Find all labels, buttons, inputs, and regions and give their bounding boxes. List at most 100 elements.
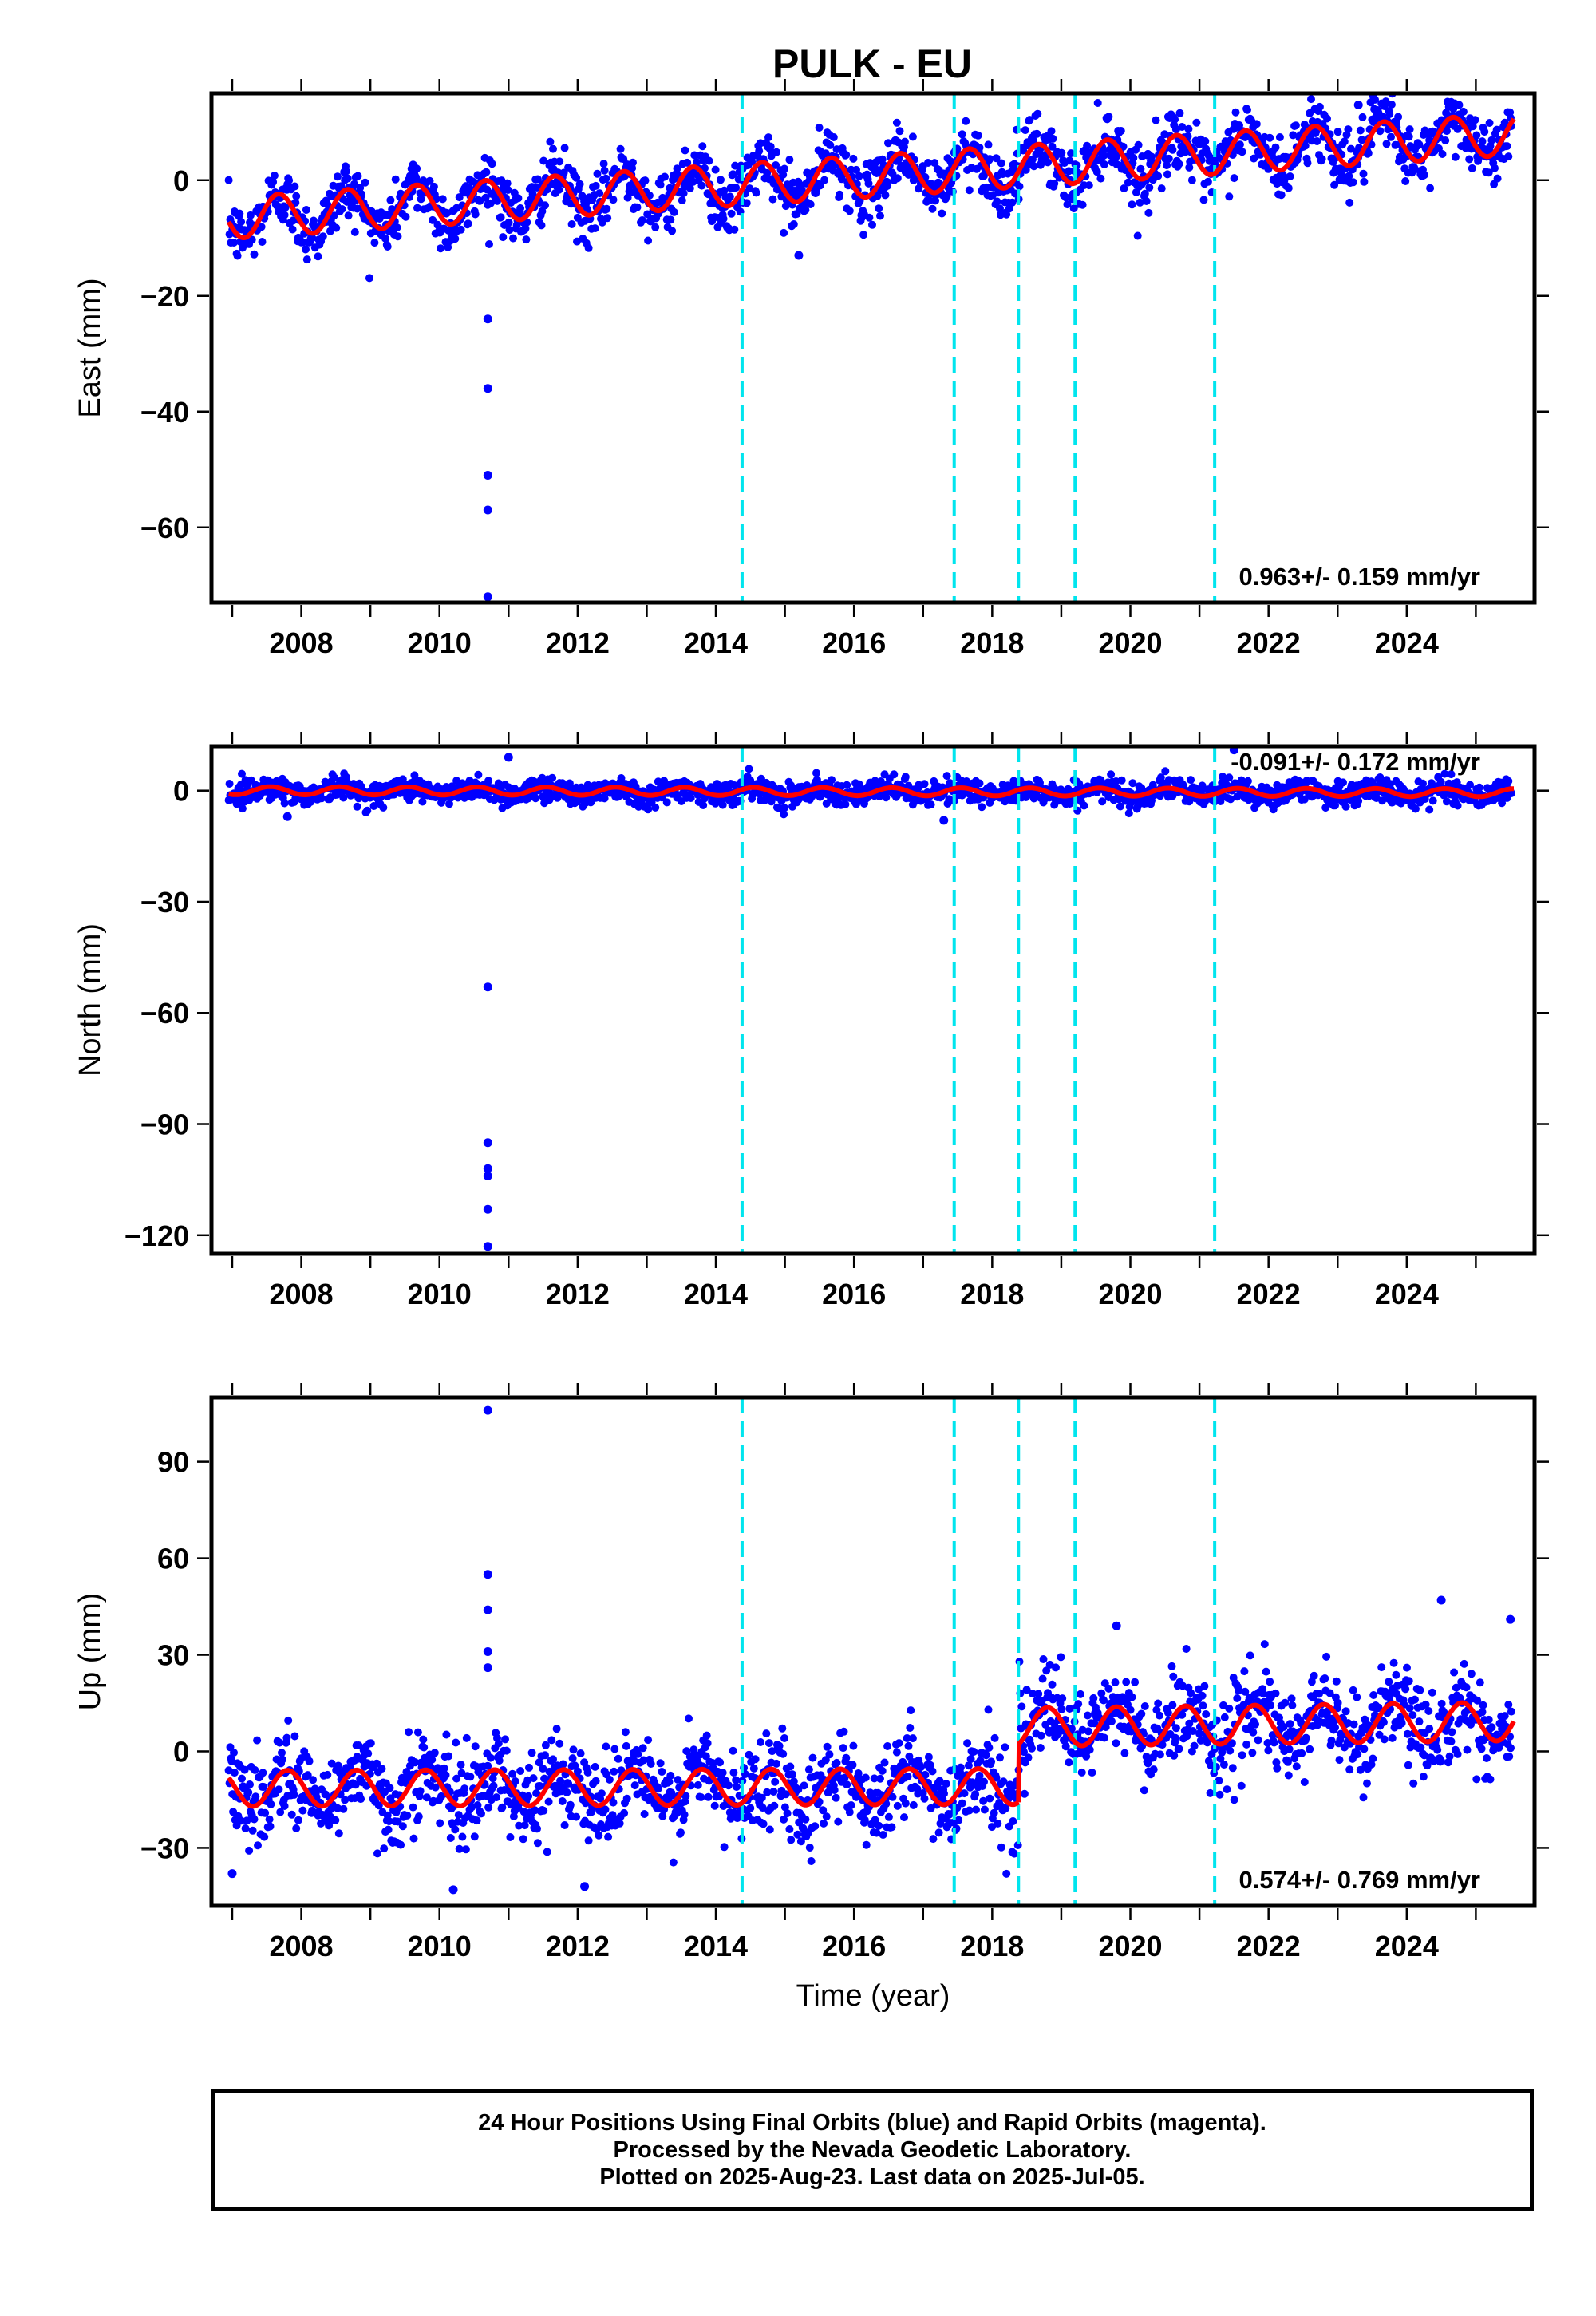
data-point	[876, 1774, 884, 1783]
data-point	[822, 1812, 831, 1821]
data-point	[908, 1734, 917, 1743]
data-point	[496, 213, 505, 222]
data-point	[690, 151, 699, 160]
data-point	[1104, 1684, 1113, 1693]
data-point	[1333, 128, 1342, 136]
data-point	[834, 1817, 843, 1826]
data-point	[717, 176, 725, 184]
data-point	[673, 164, 681, 173]
data-point	[653, 198, 662, 207]
data-point	[398, 1822, 407, 1831]
data-point	[267, 1800, 275, 1808]
data-point	[1096, 174, 1105, 183]
data-point	[940, 1789, 948, 1798]
data-point	[971, 1790, 980, 1799]
data-point	[1455, 101, 1464, 109]
data-point	[996, 204, 1004, 213]
data-point	[1425, 805, 1434, 814]
data-point	[405, 1728, 413, 1737]
data-point	[1264, 164, 1273, 173]
data-point	[1038, 1674, 1047, 1683]
data-point	[334, 172, 342, 181]
data-point	[429, 215, 437, 224]
outlier-point	[483, 1172, 492, 1181]
data-point	[294, 1816, 302, 1824]
data-point	[711, 165, 720, 174]
data-point	[533, 184, 541, 192]
data-point	[1084, 1711, 1092, 1720]
data-point	[230, 239, 238, 247]
data-point	[1345, 198, 1354, 207]
data-point	[230, 1749, 238, 1757]
data-point	[438, 195, 447, 204]
data-point	[291, 198, 300, 207]
data-point	[1231, 108, 1240, 117]
data-point	[892, 118, 901, 127]
data-point	[1084, 1727, 1092, 1736]
data-point	[984, 140, 993, 149]
data-point	[1136, 164, 1145, 173]
data-point	[418, 797, 427, 806]
data-point	[630, 1781, 639, 1790]
x-tick-label: 2024	[1375, 1278, 1439, 1310]
data-point	[250, 250, 259, 259]
data-point	[845, 1808, 854, 1816]
data-point	[289, 216, 298, 225]
data-point	[749, 1764, 758, 1773]
data-points	[224, 1405, 1515, 1895]
data-point	[832, 1758, 841, 1767]
data-point	[393, 232, 402, 241]
outlier-point	[483, 982, 492, 992]
data-point	[568, 1754, 577, 1763]
data-point	[1149, 1765, 1158, 1774]
y-axis-label: North (mm)	[73, 923, 107, 1077]
data-point	[481, 193, 490, 202]
data-point	[474, 770, 483, 779]
data-point	[1271, 143, 1280, 152]
data-point	[531, 794, 540, 803]
data-point	[380, 1844, 389, 1853]
data-point	[379, 803, 388, 812]
data-point	[290, 1791, 298, 1799]
data-point	[787, 1836, 796, 1844]
data-point	[593, 169, 602, 178]
data-point	[298, 1806, 307, 1815]
data-point	[383, 243, 392, 251]
data-point	[1411, 804, 1420, 813]
data-point	[660, 777, 669, 785]
data-point	[1484, 168, 1493, 177]
data-point	[865, 213, 874, 222]
data-point	[1163, 161, 1171, 170]
data-point	[878, 1766, 887, 1775]
data-point	[668, 227, 677, 235]
data-point	[546, 137, 555, 146]
data-point	[298, 238, 307, 247]
data-point	[504, 186, 512, 194]
data-point	[538, 207, 547, 215]
data-point	[845, 207, 854, 215]
data-point	[1078, 200, 1087, 209]
data-point	[451, 1825, 460, 1834]
data-point	[237, 218, 246, 226]
data-point	[287, 1810, 296, 1819]
plot-area	[224, 93, 1516, 603]
data-point	[1036, 148, 1044, 157]
data-point	[1419, 779, 1427, 788]
data-point	[1098, 797, 1107, 806]
data-point	[1144, 208, 1153, 217]
data-point	[269, 178, 278, 186]
data-point	[1057, 1653, 1065, 1662]
data-point	[815, 124, 824, 132]
outlier-point	[483, 384, 492, 393]
data-point	[1203, 177, 1212, 186]
data-point	[986, 155, 994, 164]
x-tick-label: 2014	[684, 626, 748, 659]
data-point	[1133, 231, 1142, 240]
data-point	[604, 1832, 613, 1841]
data-point	[302, 255, 311, 264]
data-point	[1475, 783, 1483, 792]
data-point	[377, 1765, 386, 1773]
x-tick-label: 2010	[408, 1278, 472, 1310]
data-point	[1152, 116, 1160, 124]
data-point	[456, 225, 465, 234]
